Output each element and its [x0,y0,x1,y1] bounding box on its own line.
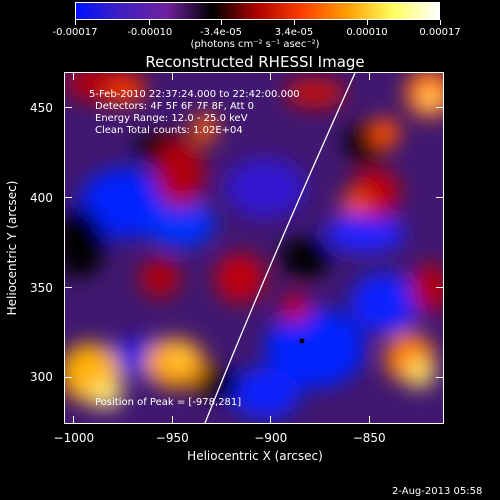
y-tick [64,107,72,109]
colorbar-tick [220,20,222,25]
plot-area: 5-Feb-2010 22:37:24.000 to 22:42:00.000 … [64,72,444,424]
heatmap-blob [193,113,217,143]
heatmap-blob [370,118,400,148]
heatmap-blob [405,358,435,388]
y-tick-label: 450 [30,100,53,115]
y-tick-label: 400 [30,190,53,205]
heatmap-blob [230,368,300,418]
method-annotation: Clean Total counts: 1.02E+04 [95,125,243,136]
peak-marker [299,338,305,344]
heatmap-blob [190,368,240,398]
colorbar-tick-label: -0.00017 [52,27,98,38]
heatmap-blob [145,198,215,248]
colorbar-tick-label: -3.4e-05 [200,27,242,38]
colorbar-tick [293,20,295,25]
colorbar-units: (photons cm⁻² s⁻¹ asec⁻²) [190,39,320,50]
heatmap-blob [280,238,330,278]
heatmap-blob [140,258,180,298]
x-tick [73,72,75,80]
heatmap-blob [155,138,205,208]
x-tick [368,72,370,80]
y-tick [436,376,444,378]
time-range-annotation: 5-Feb-2010 22:37:24.000 to 22:42:00.000 [89,89,300,100]
solar-limb [204,73,356,423]
heatmap-blob [280,293,310,323]
y-tick-label: 350 [30,280,53,295]
x-axis-label: Heliocentric X (arcsec) [187,449,323,463]
x-tick [270,72,272,80]
x-tick [171,72,173,80]
x-tick [270,416,272,424]
x-tick-label: −1000 [53,431,95,445]
colorbar-tick [149,20,151,25]
y-tick [64,287,72,288]
colorbar-tick-label: 0.00010 [346,27,388,38]
heatmap-blobs [65,73,443,418]
peak-annotation: Position of Peak = [-978,281] [95,397,242,408]
heatmap-blob [340,193,370,213]
heatmap-blob [265,308,365,388]
colorbar-tick [366,20,368,25]
y-tick-label: 300 [30,370,53,385]
colorbar-tick-label: 3.4e-05 [274,27,314,38]
x-tick-label: −850 [352,431,386,445]
y-tick [436,287,444,288]
heatmap [65,73,443,423]
y-tick [436,107,444,109]
x-tick [73,416,75,424]
heatmap-blob [422,90,438,106]
x-tick [368,416,370,424]
y-tick [436,197,444,199]
heatmap-blob [225,158,305,218]
x-tick-label: −900 [254,431,288,445]
energy-annotation: Energy Range: 12.0 - 25.0 keV [95,113,248,124]
heatmap-blob [168,348,192,368]
heatmap-blob [215,253,265,303]
heatmap-blob [350,273,420,333]
heatmap-blob [102,392,118,404]
heatmap-blob [325,213,405,253]
x-tick [171,416,173,424]
y-axis-label: Heliocentric Y (arcsec) [5,180,19,316]
heatmap-blob [105,83,145,103]
y-tick [64,376,72,378]
heatmap-blob [285,78,345,108]
colorbar-tick [439,20,441,25]
x-tick-label: −950 [155,431,189,445]
date-stamp: 2-Aug-2013 05:58 [392,486,483,497]
heatmap-blob [65,208,105,278]
colorbar-tick [74,20,76,25]
detectors-annotation: Detectors: 4F 5F 6F 7F 8F, Att 0 [95,101,255,112]
heatmap-blob [410,263,443,313]
plot-title: Reconstructed RHESSI Image [145,53,365,71]
colorbar [75,2,440,20]
y-tick [64,197,72,199]
colorbar-tick-label: -0.00010 [127,27,173,38]
colorbar-tick-label: 0.00017 [419,27,461,38]
